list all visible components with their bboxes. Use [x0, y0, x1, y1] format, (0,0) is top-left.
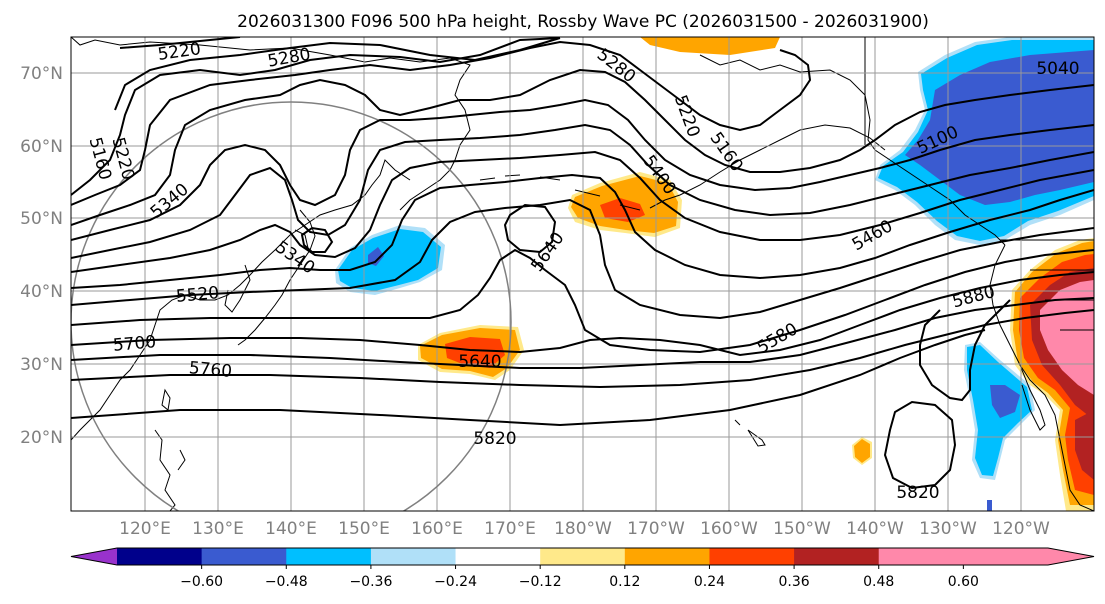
colorbar-tick-label: 0.60 [948, 574, 979, 590]
colorbar-bin [878, 548, 964, 565]
coastline-philippines [154, 429, 186, 511]
colorbar-bin [455, 548, 541, 565]
positive-anomaly-top-center [640, 37, 780, 55]
longitude-labels: 120°E 130°E 140°E 150°E 160°E 170°E 180°… [119, 519, 1050, 539]
colorbar-bin [963, 548, 1049, 565]
contour-label: 5760 [188, 358, 233, 382]
lon-label: 160°E [411, 519, 463, 539]
contour-line [71, 297, 1094, 369]
colorbar-extend-low [71, 548, 117, 565]
lat-label: 30°N [20, 355, 63, 375]
lat-label: 70°N [20, 64, 63, 84]
lon-label: 160°W [700, 519, 758, 539]
colorbar-bin [286, 548, 372, 565]
colorbar-bin [370, 548, 457, 565]
coastline-aleutians [479, 124, 886, 211]
contour-line [71, 40, 812, 206]
lon-label: 170°W [627, 519, 685, 539]
colorbar-tick-label: −0.60 [180, 574, 223, 590]
lon-label: 170°E [484, 519, 536, 539]
colorbar-outline [70, 547, 1095, 566]
figure-title: 2026031300 F096 500 hPa height, Rossby W… [237, 12, 929, 32]
contour-line [71, 198, 1094, 320]
lon-label: 180°W [554, 519, 612, 539]
region-circle [71, 101, 512, 511]
lon-label: 130°E [192, 519, 244, 539]
lon-label: 130°W [919, 519, 977, 539]
lat-label: 40°N [20, 282, 63, 302]
colorbar-bin [540, 548, 626, 565]
lon-label: 140°E [265, 519, 317, 539]
colorbar: −0.60 −0.48 −0.36 −0.24 −0.12 0.12 0.24 0.36 0.4… [70, 547, 1095, 590]
contour-line [71, 173, 1094, 289]
height-contours [71, 37, 1094, 490]
contour-line [300, 226, 334, 253]
positive-anomaly-north-pacific-52N-170E [568, 172, 682, 237]
lon-label: 150°E [338, 519, 390, 539]
contour-line [71, 309, 1094, 389]
map-frame [70, 36, 1095, 512]
colorbar-tick-label: −0.36 [349, 574, 392, 590]
positive-anomaly-west-north-america [1010, 238, 1094, 511]
colorbar-bin [117, 548, 203, 565]
colorbar-bin [201, 548, 287, 565]
contour-label: 5820 [473, 429, 516, 449]
lat-label: 50°N [20, 209, 63, 229]
graticule [71, 37, 1094, 511]
contour-line [919, 299, 1011, 402]
lon-label: 150°W [773, 519, 831, 539]
colorbar-bin [624, 548, 710, 565]
contour-label: 5040 [1036, 59, 1079, 79]
contour-line [883, 400, 957, 490]
lon-label: 120°W [992, 519, 1050, 539]
negative-anomaly-subtropical-east-pacific [964, 342, 1035, 511]
coastline-baja [1019, 364, 1046, 431]
contour-line [71, 98, 1094, 241]
lat-label: 20°N [20, 428, 63, 448]
lon-label: 120°E [119, 519, 171, 539]
contour-line [71, 37, 561, 196]
colorbar-tick-label: −0.48 [265, 574, 308, 590]
coastline-north-america-west [989, 244, 1094, 511]
contour-line [119, 37, 241, 49]
latitude-labels: 70°N 60°N 50°N 40°N 30°N 20°N [20, 64, 63, 448]
lat-label: 60°N [20, 137, 63, 157]
contour-label: 5700 [112, 332, 157, 356]
contour-line [71, 248, 1094, 354]
positive-anomaly-hawaii [852, 437, 872, 465]
colorbar-bin [709, 548, 795, 565]
colorbar-tick-label: 0.24 [694, 574, 725, 590]
colorbar-bin [794, 548, 880, 565]
contour-label: 5640 [458, 352, 501, 372]
colorbar-tick-label: 0.12 [609, 574, 640, 590]
hawaii [734, 419, 766, 447]
contour-line [71, 150, 1094, 273]
colorbar-tick-label: 0.36 [779, 574, 810, 590]
contour-label: 5520 [175, 283, 220, 307]
map-panel: 5220 5280 5280 5220 5160 5160 5220 5340 … [71, 37, 1094, 511]
contour-line [71, 68, 1094, 226]
coastline-alaska [699, 54, 1006, 246]
contour-line [71, 123, 1094, 259]
contour-line [71, 271, 1094, 357]
coastline-korea [224, 264, 251, 313]
colorbar-tick-label: −0.24 [434, 574, 477, 590]
colorbar-extend-high [1048, 548, 1094, 565]
contour-line [503, 203, 557, 254]
lon-label: 140°W [846, 519, 904, 539]
colorbar-tick-label: 0.48 [863, 574, 894, 590]
colorbar-tick-label: −0.12 [519, 574, 562, 590]
contour-label: 5820 [896, 483, 939, 503]
